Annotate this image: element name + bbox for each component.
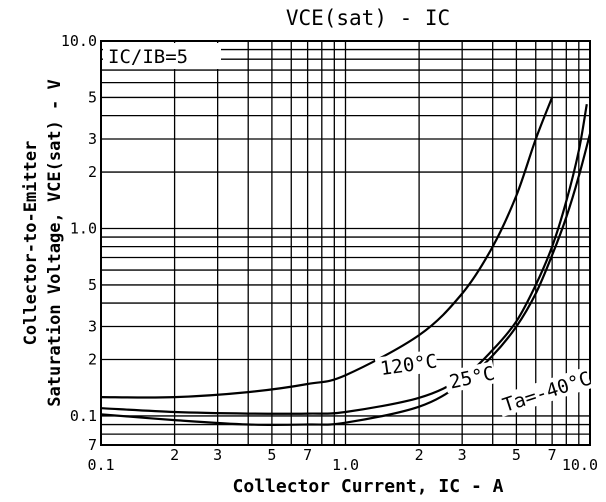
x-tick-label: 2	[415, 446, 424, 464]
condition-label: IC/IB=5	[108, 46, 188, 68]
y-tick-label: 2	[88, 163, 97, 181]
y-axis-label-line2: Saturation Voltage, VCE(sat) - V	[45, 79, 65, 407]
series-label-bg	[495, 367, 593, 418]
y-tick-label: 0.1	[70, 407, 97, 425]
y-tick-label: 7	[88, 436, 97, 454]
x-tick-label: 0.1	[87, 456, 114, 474]
x-tick-label: 7	[303, 446, 312, 464]
y-tick-label: 1.0	[70, 219, 97, 237]
series-label-bg	[443, 361, 497, 394]
y-axis-label-line1: Collector-to-Emitter	[21, 141, 41, 346]
condition-label-box	[103, 43, 221, 69]
x-tick-label: 5	[267, 446, 276, 464]
x-tick-label: 3	[213, 446, 222, 464]
series-label: 25°C	[447, 362, 496, 393]
plot-frame	[100, 40, 591, 446]
x-tick-label: 10.0	[562, 456, 598, 474]
chart-title: VCE(sat) - IC	[286, 6, 450, 30]
series-labels: 120°C 25°C Ta=-40°C	[374, 349, 594, 418]
x-tick-label: 1.0	[332, 456, 359, 474]
y-tick-label: 2	[88, 351, 97, 369]
x-axis-label: Collector Current, IC - A	[233, 476, 504, 497]
series-label: Ta=-40°C	[500, 368, 594, 417]
x-tick-label: 7	[548, 446, 557, 464]
y-tick-label: 3	[88, 130, 97, 148]
grid	[101, 41, 590, 445]
x-tick-label: 3	[458, 446, 467, 464]
series-label-bg	[374, 349, 439, 380]
y-tick-label: 5	[88, 276, 97, 294]
series-line-1	[100, 104, 588, 415]
x-tick-label: 5	[512, 446, 521, 464]
tick-labels: 0.1 2 3 5 7 1.0 2 3 5 7 10.0 7 0.1 2 3 5 1.0 2 3 5 10.0	[61, 32, 598, 474]
x-tick-label: 2	[170, 446, 179, 464]
y-tick-label: 10.0	[61, 32, 97, 50]
y-tick-label: 5	[88, 88, 97, 106]
y-tick-label: 3	[88, 318, 97, 336]
series-line-0	[100, 97, 554, 399]
